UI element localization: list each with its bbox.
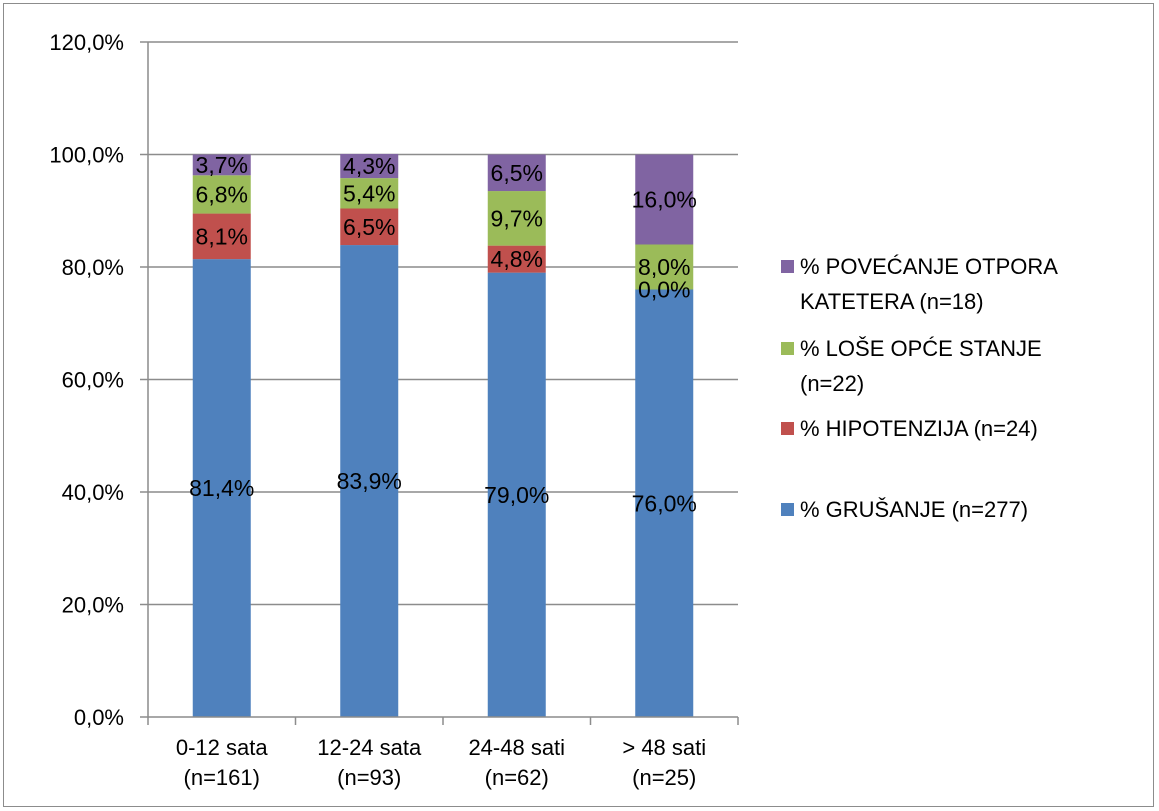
bar-segment: [340, 245, 399, 717]
chart-frame: [3, 3, 1154, 807]
bar-segment: [635, 244, 694, 290]
bar-segment: [487, 272, 546, 717]
data-label: 6,5%: [491, 160, 543, 186]
bar-segment: [192, 213, 251, 260]
x-tick-label: (n=25): [632, 765, 696, 790]
data-label: 16,0%: [632, 187, 697, 213]
legend-swatch: [781, 260, 794, 273]
bar-segment: [340, 153, 399, 179]
bar-segment: [340, 208, 399, 246]
data-label: 9,7%: [491, 205, 543, 231]
y-tick-label: 0,0%: [74, 705, 124, 730]
x-tick-label: 0-12 sata: [176, 735, 268, 760]
x-tick-label: (n=93): [337, 765, 401, 790]
bar-segment: [192, 154, 251, 176]
legend-swatch: [781, 342, 794, 355]
y-tick-label: 60,0%: [62, 368, 124, 393]
data-label: 4,8%: [491, 246, 543, 272]
bar-segment: [487, 154, 546, 192]
data-label: 5,4%: [343, 180, 395, 206]
data-label: 4,3%: [343, 153, 395, 179]
axes: 0,0% 20,0% 40,0% 60,0% 80,0% 100,0% 120,0% 0-12…: [49, 30, 739, 790]
y-tick-label: 120,0%: [49, 30, 124, 55]
x-tick-label: > 48 sati: [622, 735, 706, 760]
bar-segment: [192, 175, 251, 214]
x-tick-label: (n=161): [184, 765, 260, 790]
bar-segment: [487, 245, 546, 273]
bars: [192, 153, 694, 717]
legend-entry-text: % LOŠE OPĆE STANJE: [800, 336, 1042, 361]
data-label: 3,7%: [196, 152, 248, 178]
bar-segment: [340, 178, 399, 209]
data-label: 83,9%: [337, 468, 402, 494]
x-tick-label: 24-48 sati: [468, 735, 565, 760]
data-label: 81,4%: [189, 475, 254, 501]
data-label: 6,8%: [196, 181, 248, 207]
bar-segment: [487, 191, 546, 246]
y-tick-label: 20,0%: [62, 593, 124, 618]
x-tick-label: 12-24 sata: [317, 735, 422, 760]
x-tick-label: (n=62): [485, 765, 549, 790]
legend-entry-text: (n=22): [800, 371, 864, 396]
legend-swatch: [781, 503, 794, 516]
y-tick-label: 80,0%: [62, 255, 124, 280]
data-labels: 81,4% 8,1% 6,8% 3,7% 83,9% 6,5% 5,4%4,3% 79,0% 4…: [189, 152, 697, 516]
bar-segment: [635, 154, 694, 245]
bar-segment: [635, 289, 694, 717]
data-label: 8,1%: [196, 223, 248, 249]
legend-entry-text: KATETERA (n=18): [800, 289, 984, 314]
legend-entry-text: % GRUŠANJE (n=277): [800, 497, 1028, 522]
y-tick-label: 40,0%: [62, 480, 124, 505]
bar-segment: [192, 259, 251, 717]
data-label: 79,0%: [484, 482, 549, 508]
data-label: 0,0%: [638, 277, 690, 303]
data-label: 8,0%: [638, 254, 690, 280]
y-tick-label: 100,0%: [49, 143, 124, 168]
legend: % POVEĆANJE OTPORA KATETERA (n=18) % LOŠE …: [781, 254, 1058, 522]
legend-entry-text: % HIPOTENZIJA (n=24): [800, 416, 1038, 441]
data-label: 76,0%: [632, 490, 697, 516]
data-label: 6,5%: [343, 214, 395, 240]
legend-entry-text: % POVEĆANJE OTPORA: [800, 254, 1058, 279]
legend-swatch: [781, 422, 794, 435]
